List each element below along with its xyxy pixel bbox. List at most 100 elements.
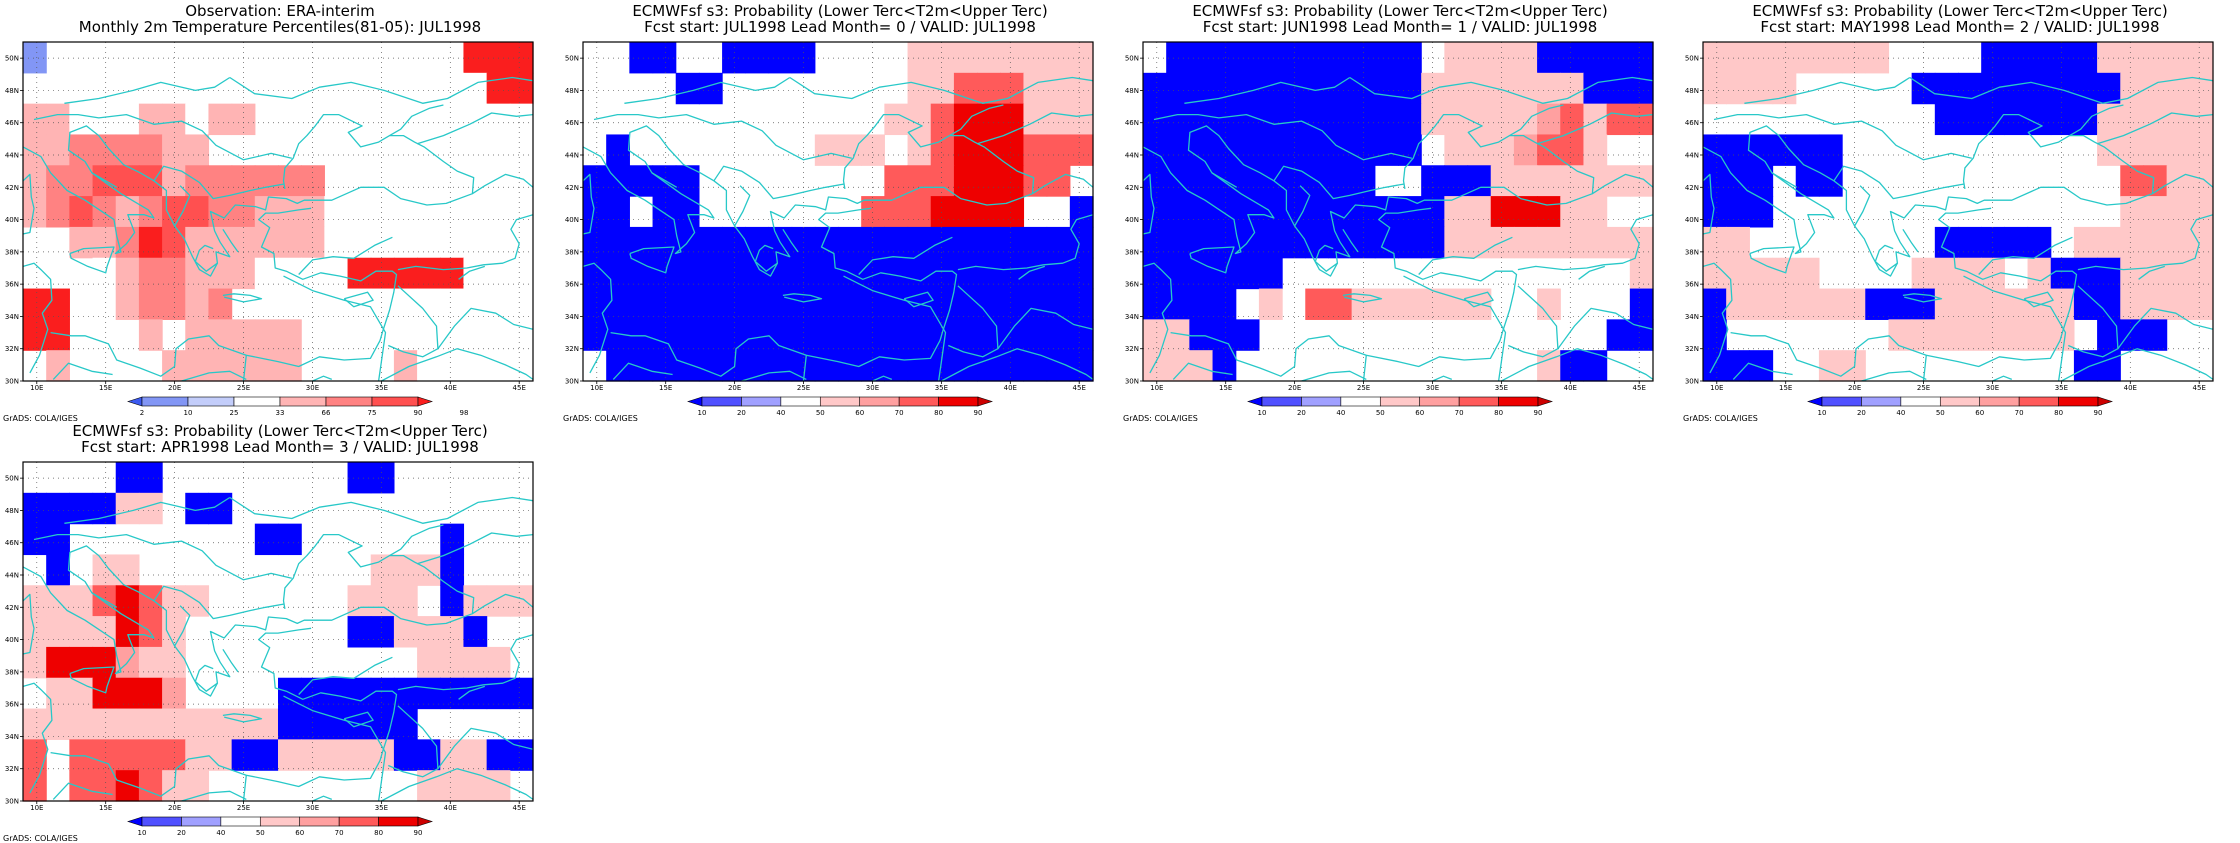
grid-cell [1212, 226, 1237, 259]
colorbar-segment [1979, 396, 2020, 407]
grid-cell [1069, 134, 1094, 166]
lat-tick-label: 38N [565, 248, 579, 256]
grid-cell [115, 462, 140, 494]
grid-cell [1795, 42, 1820, 74]
grid-cell [1560, 134, 1585, 166]
colorbar-segment [859, 396, 900, 407]
grid-cell [1023, 288, 1048, 320]
grid-cell [393, 554, 418, 586]
grid-cell [1023, 165, 1048, 197]
grid-cell [115, 165, 140, 197]
lon-tick-label: 25E [1357, 384, 1370, 392]
coastline [2152, 173, 2213, 195]
grid-cell [791, 319, 816, 351]
grid-cell [347, 677, 372, 710]
coastlines [23, 76, 533, 381]
grid-cell [1212, 319, 1237, 351]
colorbar-segment [1301, 396, 1342, 407]
lat-tick-label: 34N [565, 313, 579, 321]
grid-cell [1726, 42, 1750, 74]
colorbar-segment [259, 816, 301, 827]
grid-cell [1629, 42, 1654, 74]
coastline [1432, 375, 1453, 381]
grid-cell [393, 319, 418, 351]
grid-cell [1490, 72, 1515, 105]
panel-title: Observation: ERA-interim [185, 2, 375, 20]
grid-cell [722, 319, 746, 351]
grid-cell [231, 708, 256, 740]
grid-cell [23, 770, 47, 802]
grid-cell [440, 646, 465, 679]
grid-cell [509, 585, 534, 617]
grid-cell [1444, 42, 1469, 74]
grid-cell [46, 554, 70, 586]
lat-tick-label: 30N [1125, 378, 1139, 386]
grid-cell [1490, 103, 1515, 136]
grid-cell [2166, 134, 2191, 166]
lon-tick-label: 10E [30, 384, 43, 392]
grid-cell [393, 257, 418, 290]
grid-cell [861, 350, 885, 382]
grid-cell [278, 226, 302, 259]
grads-credit: GrADS: COLA/IGES [563, 414, 638, 423]
grid-cell [1258, 226, 1283, 259]
grid-cell [1842, 350, 1866, 382]
grid-cell [1818, 350, 1843, 382]
grid-cell [1467, 165, 1492, 197]
grid-cell [698, 350, 723, 382]
grid-cell [1305, 42, 1330, 74]
grid-cell [185, 708, 210, 740]
grid-cell [138, 770, 163, 802]
coastline [1362, 355, 1367, 381]
grid-cell [2166, 226, 2191, 259]
coastline [1143, 113, 1595, 277]
grid-cell [953, 165, 978, 197]
grid-cell [907, 72, 932, 105]
coastline [997, 307, 1093, 350]
grid-cell [1166, 42, 1190, 74]
grid-cell [1166, 72, 1190, 105]
grid-cell [138, 492, 163, 525]
grid-cell [1328, 103, 1353, 136]
lat-tick-label: 44N [1125, 152, 1139, 160]
coastline [1172, 362, 1233, 380]
grid-cell [23, 319, 47, 351]
grid-cell [231, 739, 256, 771]
grid-cell [1981, 42, 2005, 74]
grid-cell [115, 288, 140, 320]
lon-tick-label: 30E [306, 384, 319, 392]
grid-cell [324, 103, 349, 136]
grid-cell [907, 196, 932, 228]
grads-credit: GrADS: COLA/IGES [1683, 414, 1758, 423]
grid-cell [23, 134, 47, 166]
grid-cell [92, 226, 117, 259]
grid-cell [1282, 226, 1306, 259]
grid-cell [930, 350, 955, 382]
coastline [229, 496, 533, 524]
grid-cell [583, 226, 607, 259]
coastline [629, 246, 675, 274]
grid-cell [1749, 350, 1774, 382]
lat-tick-label: 48N [1685, 87, 1699, 95]
grid-cell [1328, 42, 1353, 74]
grid-cell [1629, 72, 1654, 105]
lat-tick-label: 32N [5, 345, 19, 353]
colorbar-segment [780, 396, 821, 407]
coastline [957, 214, 1093, 271]
grid-cell [861, 319, 885, 351]
grid-cell [370, 319, 395, 351]
grid-cell [115, 103, 140, 136]
grid-cell [1583, 226, 1608, 259]
grid-cell [393, 616, 418, 648]
grid-cell [92, 739, 117, 771]
grid-cell [1189, 134, 1214, 166]
grid-cell [1934, 226, 1959, 259]
grid-cell [301, 42, 325, 74]
grid-cell [254, 165, 279, 197]
grid-cell [347, 462, 372, 494]
lat-tick-label: 32N [1685, 345, 1699, 353]
colorbar-segment [141, 816, 182, 827]
grid-cell [1328, 134, 1353, 166]
panel-subtitle: Monthly 2m Temperature Percentiles(81-05… [78, 18, 482, 36]
grid-cell [768, 288, 793, 320]
